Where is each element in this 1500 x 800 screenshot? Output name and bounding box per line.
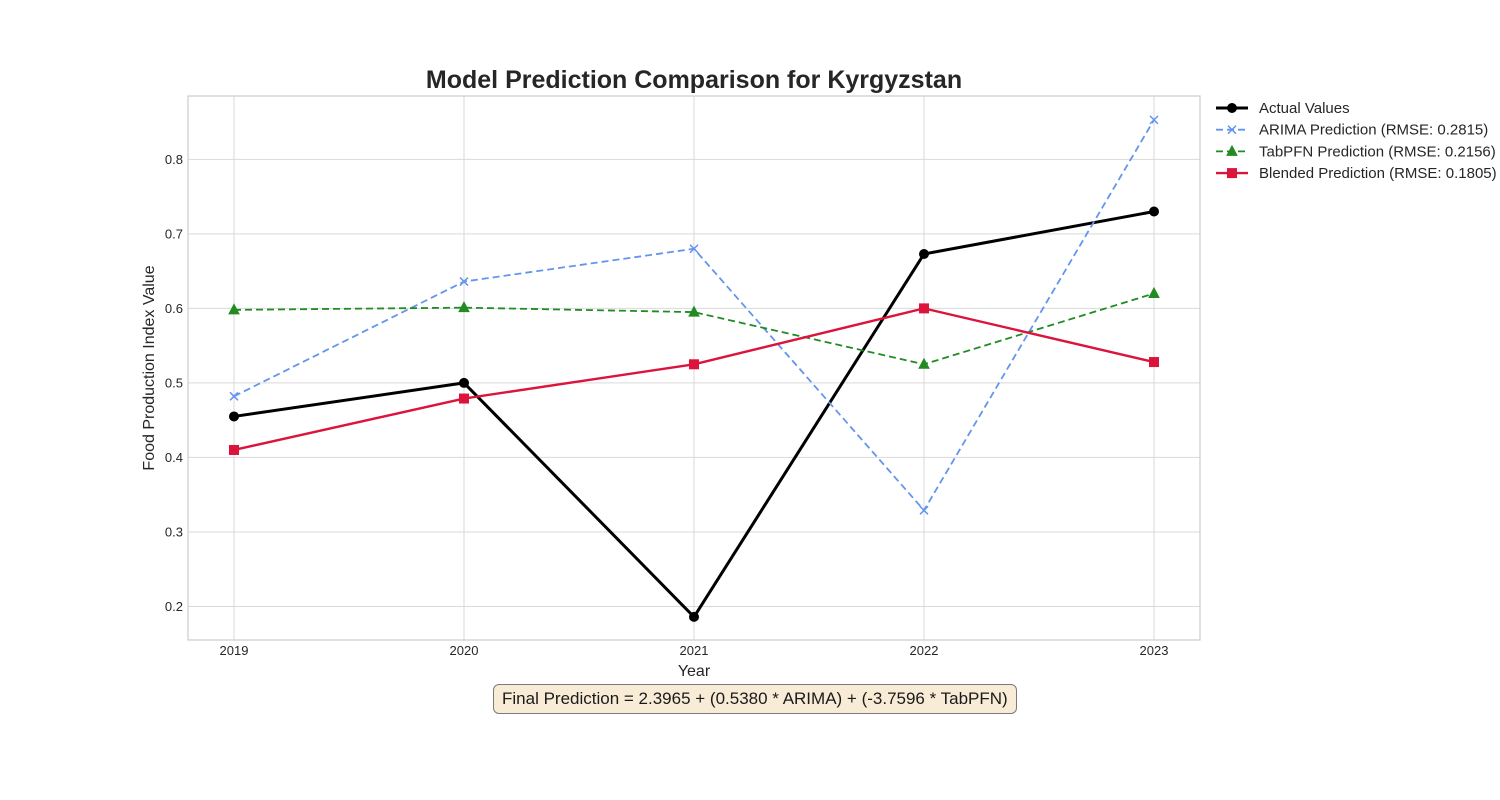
legend-label: ARIMA Prediction (RMSE: 0.2815) [1259,122,1488,139]
x-axis-ticks: 2019 2020 2021 2022 2023 [220,643,1169,658]
x-tick-label: 2020 [450,643,479,658]
y-tick-label: 0.6 [165,301,183,316]
series-group [228,286,1160,369]
data-point [229,411,239,422]
y-tick-label: 0.5 [165,375,183,390]
legend-label: Actual Values [1259,100,1350,117]
series-group [229,115,1159,515]
legend-item: TabPFN Prediction (RMSE: 0.2156) [1216,143,1496,160]
legend-marker [1227,103,1237,113]
data-point [1149,206,1159,217]
legend-marker [1227,125,1237,135]
data-point [689,611,699,622]
data-point [919,505,929,515]
data-point-stroke [229,391,239,401]
data-point-stroke [689,244,699,254]
data-point [229,444,239,455]
data-point-stroke [919,505,929,515]
series-layer [228,115,1160,622]
legend-label: Blended Prediction (RMSE: 0.1805) [1259,165,1497,182]
y-axis-label: Food Production Index Value [141,265,158,470]
data-point [229,391,239,401]
data-point [689,244,699,254]
chart-title: Model Prediction Comparison for Kyrgyzst… [426,66,962,94]
data-point [1148,286,1160,298]
data-point [459,393,469,404]
data-point-stroke [1227,125,1237,135]
series-group [229,303,1159,455]
legend-label: TabPFN Prediction (RMSE: 0.2156) [1259,143,1496,160]
x-tick-label: 2022 [910,643,939,658]
y-tick-label: 0.8 [165,152,183,167]
data-point [689,359,699,370]
data-point [919,248,929,259]
x-tick-label: 2023 [1140,643,1169,658]
y-tick-label: 0.2 [165,599,183,614]
y-tick-label: 0.4 [165,450,183,465]
data-point [918,357,930,369]
plot-frame [187,95,1201,641]
legend-item: Actual Values [1216,100,1350,117]
data-point [1149,357,1159,368]
x-tick-label: 2019 [220,643,249,658]
data-point [458,301,470,313]
x-tick-label: 2021 [680,643,709,658]
y-tick-label: 0.3 [165,524,183,539]
data-point-stroke [459,277,469,287]
series-line [233,292,1155,366]
legend-item: ARIMA Prediction (RMSE: 0.2815) [1216,122,1488,139]
y-axis-ticks: 0.2 0.3 0.4 0.5 0.6 0.7 0.8 [165,152,183,614]
data-point [1149,115,1159,125]
data-point [688,305,700,317]
legend-marker [1226,144,1238,156]
data-point-stroke [1149,115,1159,125]
legend-item: Blended Prediction (RMSE: 0.1805) [1216,165,1497,182]
y-tick-label: 0.7 [165,226,183,241]
legend-marker [1227,168,1237,179]
data-point [459,277,469,287]
plot-area [187,95,1201,641]
data-point [459,377,469,388]
data-point [919,303,929,314]
x-axis-label: Year [678,663,711,680]
formula-annotation: Final Prediction = 2.3965 + (0.5380 * AR… [493,684,1017,714]
legend: Actual Values ARIMA Prediction (RMSE: 0.2… [1216,100,1497,182]
series-group [229,206,1159,622]
data-point [228,303,240,315]
